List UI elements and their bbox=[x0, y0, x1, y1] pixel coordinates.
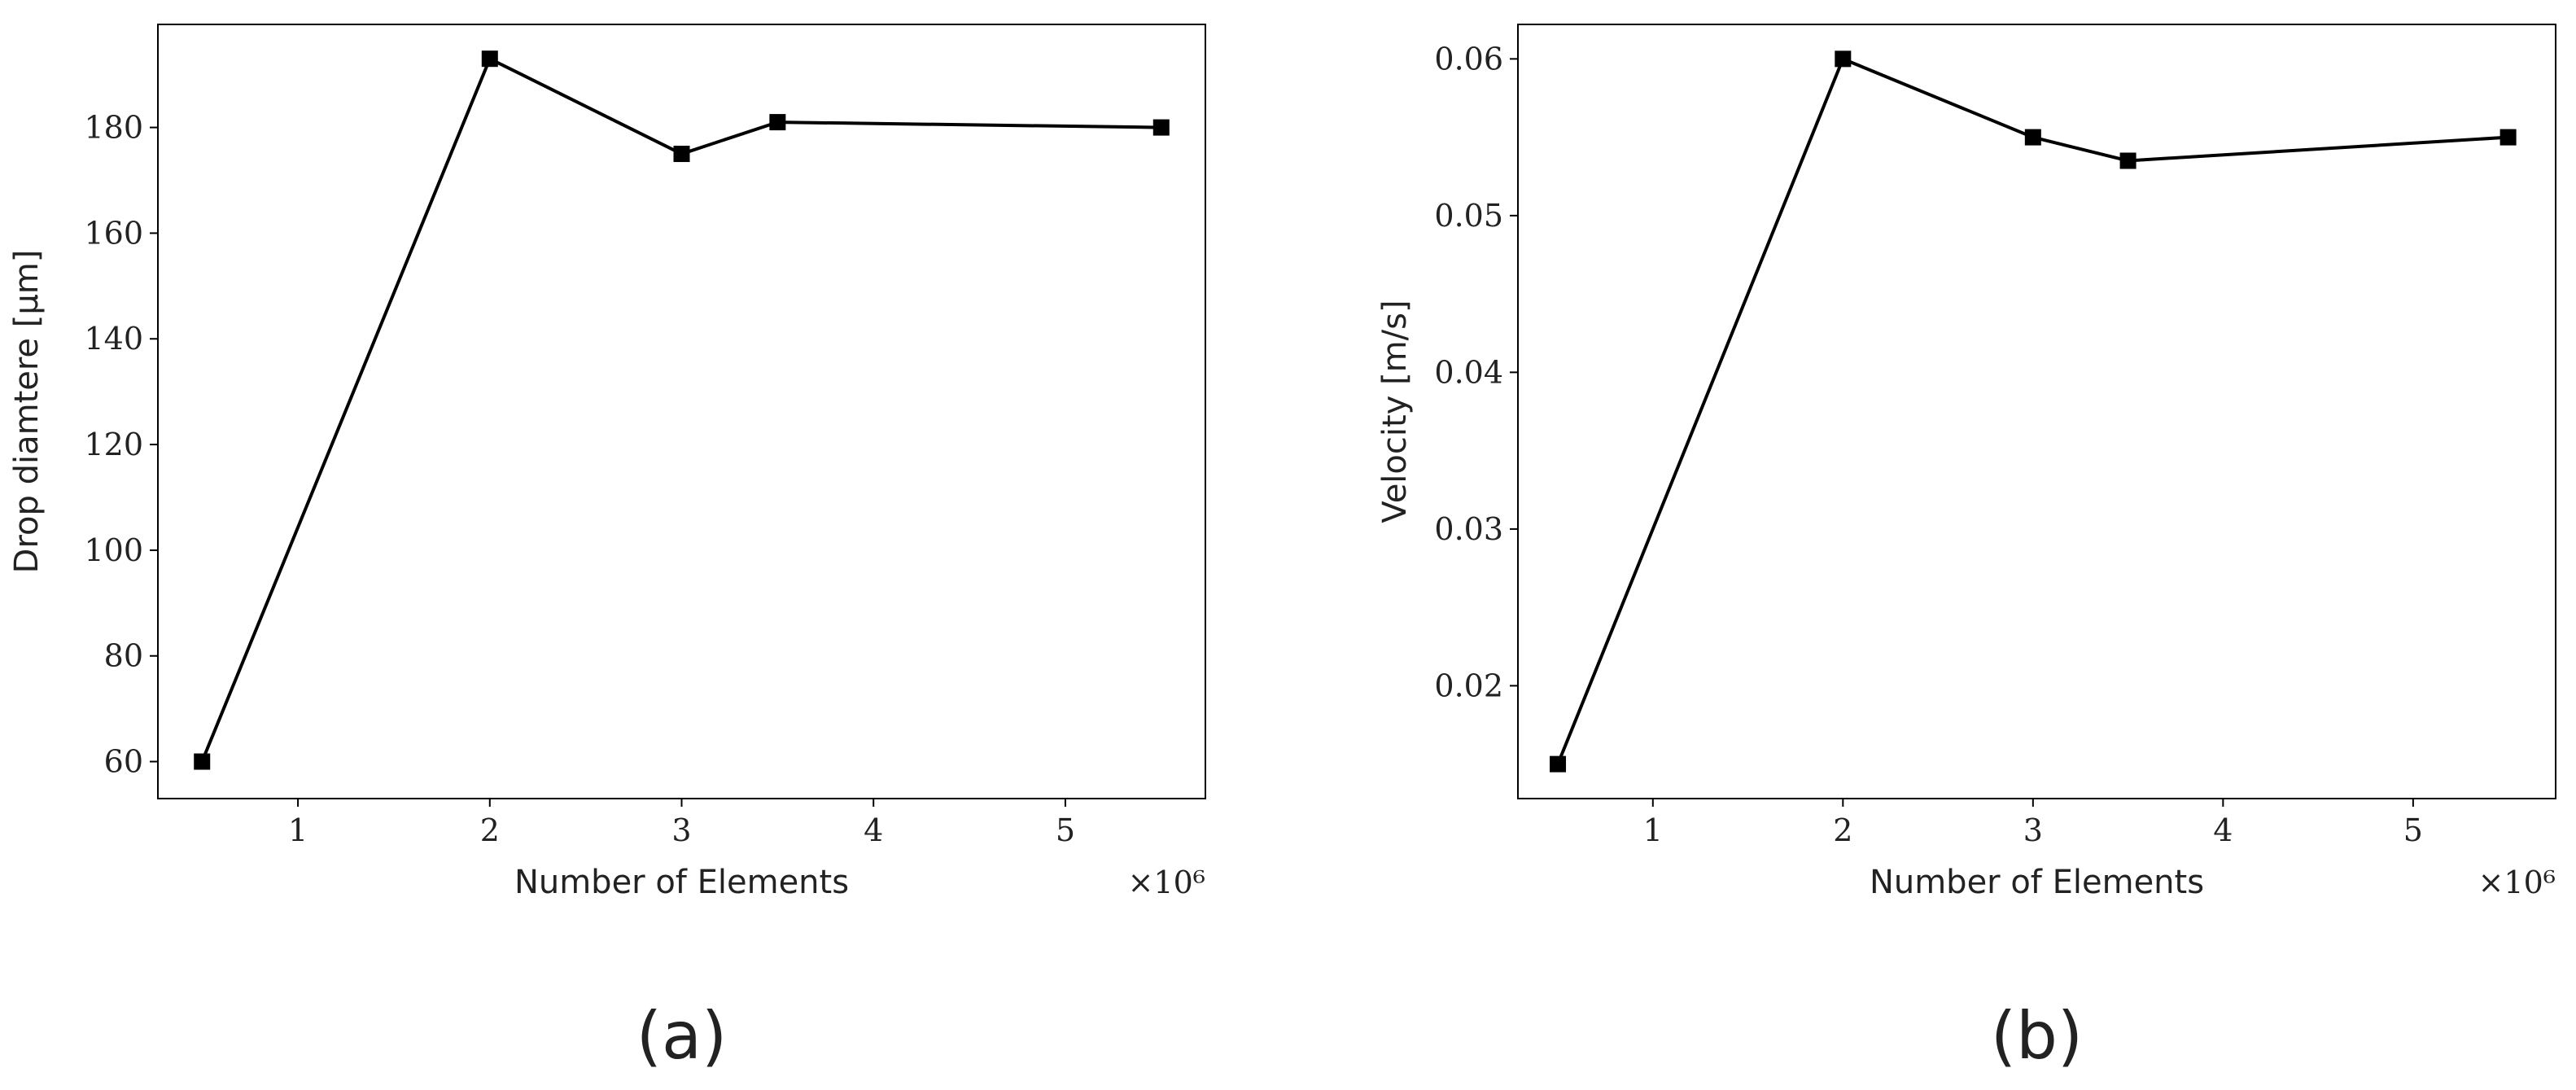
x-tick-label: 4 bbox=[864, 812, 883, 848]
y-tick-label: 60 bbox=[104, 744, 143, 780]
data-line bbox=[1556, 56, 2508, 765]
y-tick-label: 0.02 bbox=[1434, 668, 1503, 703]
x-tick-label: 3 bbox=[2023, 812, 2043, 848]
y-tick-label: 160 bbox=[84, 215, 143, 251]
y-tick-label: 0.05 bbox=[1434, 198, 1503, 234]
x-tick-label: 2 bbox=[480, 812, 500, 848]
marker bbox=[481, 50, 498, 68]
y-axis-label: Velocity [m/s] bbox=[1376, 300, 1414, 523]
x-tick-label: 2 bbox=[1833, 812, 1852, 848]
axes-frame bbox=[157, 24, 1206, 799]
marker bbox=[673, 146, 690, 163]
axes-frame bbox=[1517, 24, 2556, 799]
x-tick-label: 4 bbox=[2213, 812, 2233, 848]
x-tick-label: 1 bbox=[1643, 812, 1663, 848]
marker bbox=[194, 753, 211, 770]
x-tick-label: 1 bbox=[288, 812, 308, 848]
panel-label: (b) bbox=[1991, 998, 2083, 1074]
y-tick-label: 0.03 bbox=[1434, 511, 1503, 547]
x-tick-label: 3 bbox=[671, 812, 691, 848]
marker bbox=[2024, 129, 2041, 146]
data-line bbox=[200, 56, 1161, 763]
y-tick-label: 0.04 bbox=[1434, 354, 1503, 390]
x-axis-label: Number of Elements bbox=[1870, 864, 2204, 901]
x-offset-label: ×10⁶ bbox=[1128, 865, 1205, 900]
x-axis-label: Number of Elements bbox=[514, 864, 849, 901]
marker bbox=[1835, 50, 1852, 68]
marker bbox=[2119, 152, 2136, 169]
marker bbox=[1550, 755, 1567, 773]
x-tick-label: 5 bbox=[2403, 812, 2423, 848]
marker bbox=[1152, 119, 1170, 136]
y-tick-label: 180 bbox=[84, 110, 143, 146]
marker bbox=[2499, 129, 2517, 146]
y-tick-label: 0.06 bbox=[1434, 41, 1503, 77]
y-tick-label: 100 bbox=[84, 532, 143, 568]
marker bbox=[769, 114, 786, 131]
x-tick-label: 5 bbox=[1056, 812, 1075, 848]
y-tick-label: 140 bbox=[84, 321, 143, 357]
y-tick-label: 120 bbox=[84, 427, 143, 462]
y-axis-label: Drop diamtere [μm] bbox=[8, 250, 46, 574]
y-tick-label: 80 bbox=[104, 638, 143, 674]
x-offset-label: ×10⁶ bbox=[2478, 865, 2556, 900]
panel-label: (a) bbox=[636, 998, 727, 1074]
